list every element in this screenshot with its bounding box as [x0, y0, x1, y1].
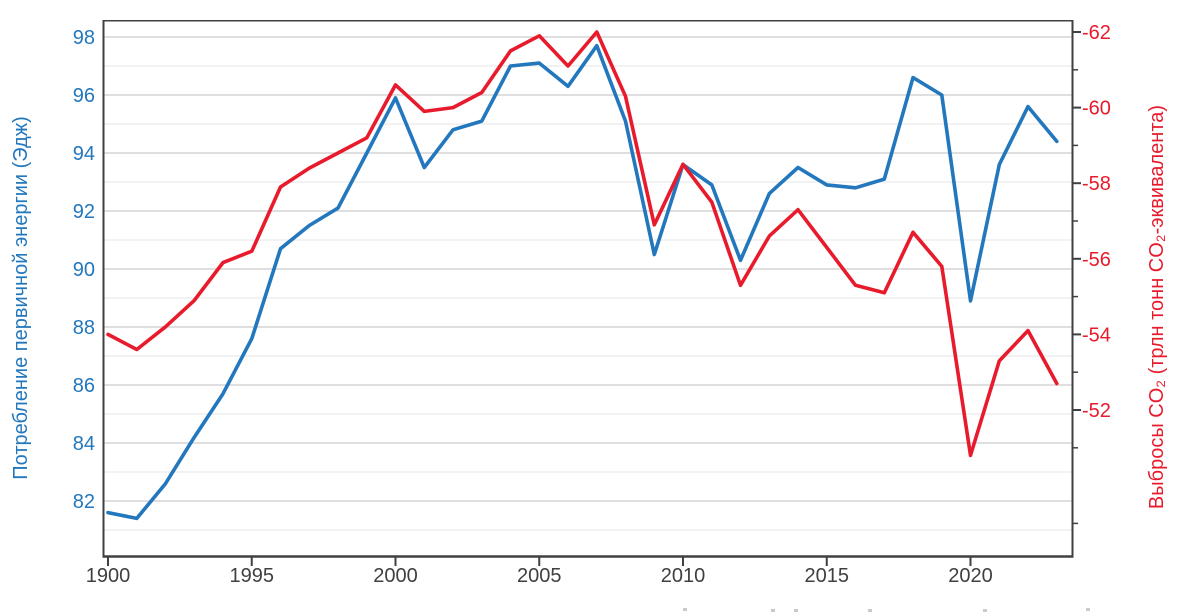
clipped-caption-mark [683, 608, 687, 611]
clipped-caption-mark [983, 609, 987, 612]
left-axis-tick-label: 94 [73, 143, 95, 165]
data-lines [106, 30, 1059, 521]
left-axis-tick-label: 96 [73, 85, 95, 107]
x-axis-tick-label: 2015 [805, 565, 850, 587]
left-axis-tick-label: 98 [73, 27, 95, 49]
right-axis-tick-label: -52 [1082, 400, 1111, 422]
left-axis-tick-label: 86 [73, 375, 95, 397]
x-axis-tick-label: 2000 [373, 565, 418, 587]
right-axis-tick-label: -54 [1082, 324, 1111, 346]
clipped-caption-mark [771, 609, 775, 612]
right-axis-tick-label: -62 [1082, 22, 1111, 44]
gridlines [104, 36, 1072, 531]
x-axis-tick-label: 2010 [661, 565, 706, 587]
right-axis-tick-label: -56 [1082, 249, 1111, 271]
left-axis-tick-label: 90 [73, 259, 95, 281]
right-axis-title: Выбросы CO₂ (трлн тонн CO₂-эквивалента) [1146, 105, 1168, 509]
series-line-energy [106, 43, 1059, 521]
left-axis-tick-label: 84 [73, 433, 95, 455]
left-axis-tick-label: 92 [73, 201, 95, 223]
clipped-caption-mark [868, 609, 872, 612]
axis-tick-labels: 98 96 94 92 90 88 86 84 82 -62 -60 -58 -56 -54 -52 1900… [73, 22, 1111, 587]
x-axis-tick-label: 2020 [948, 565, 993, 587]
left-axis-title: Потребление первичной энергии (Эдж) [10, 116, 32, 479]
clipped-caption-marks [683, 608, 1090, 612]
clipped-caption-mark [1086, 608, 1090, 611]
right-axis-tick-label: -60 [1082, 98, 1111, 120]
x-axis-tick-label: 1995 [230, 565, 275, 587]
left-axis-tick-label: 88 [73, 317, 95, 339]
left-axis-tick-label: 82 [73, 491, 95, 513]
x-axis-tick-label: 1900 [86, 565, 131, 587]
x-axis-tick-label: 2005 [517, 565, 562, 587]
axis-ticks [107, 31, 1081, 566]
right-axis-tick-label: -58 [1082, 173, 1111, 195]
plot-box [102, 20, 1074, 558]
series-line-co2 [106, 30, 1059, 458]
clipped-caption-mark [794, 609, 798, 612]
